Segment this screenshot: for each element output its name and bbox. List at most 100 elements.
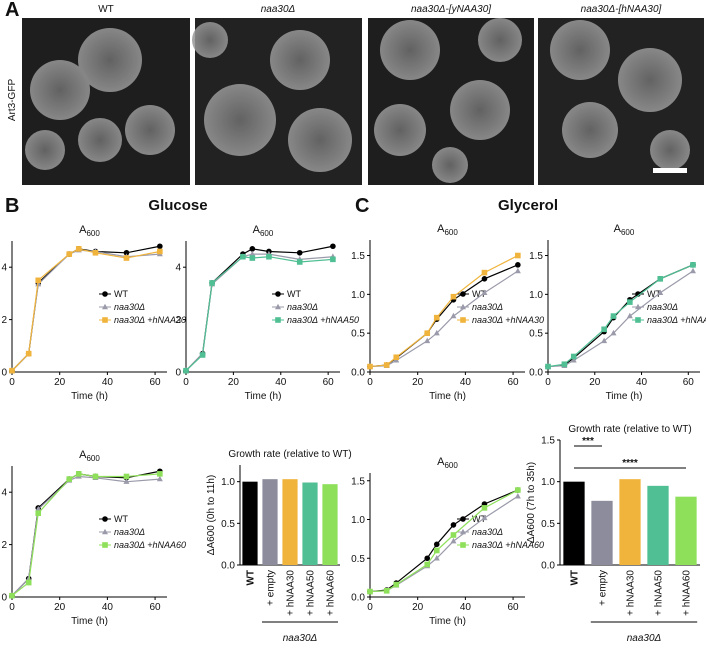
point bbox=[481, 514, 488, 521]
x-axis-label: Time (h) bbox=[245, 391, 282, 402]
panel-label: C bbox=[355, 195, 369, 217]
point bbox=[25, 350, 32, 357]
y-tick-label: 2 bbox=[175, 315, 181, 326]
bar bbox=[302, 482, 318, 565]
chart-title: A600 bbox=[253, 224, 274, 238]
x-axis-label: Time (h) bbox=[71, 616, 108, 627]
y-tick-label: 1.0 bbox=[541, 477, 555, 488]
title-subscript: 600 bbox=[86, 229, 100, 238]
point bbox=[433, 554, 440, 561]
point bbox=[249, 246, 256, 252]
x-tick-label: + hNAA60 bbox=[682, 570, 693, 616]
point bbox=[123, 473, 130, 480]
point bbox=[240, 253, 246, 260]
x-axis-label: Time (h) bbox=[71, 391, 108, 402]
x-tick-label: WT bbox=[246, 570, 257, 586]
title-text: A bbox=[253, 224, 261, 236]
bar bbox=[647, 485, 669, 565]
legend-label: naa30Δ +hNAA50 bbox=[287, 315, 359, 325]
point bbox=[199, 352, 206, 358]
point bbox=[514, 492, 521, 499]
point bbox=[35, 505, 42, 512]
legend-label: naa30Δ bbox=[114, 302, 145, 312]
x-tick-label: 20 bbox=[412, 377, 424, 388]
point bbox=[35, 277, 42, 284]
y-tick-label: 0.0 bbox=[541, 561, 555, 572]
bar bbox=[322, 484, 338, 565]
point bbox=[657, 289, 664, 295]
y-tick-label: 0 bbox=[175, 368, 181, 379]
chart-title: A600 bbox=[79, 449, 100, 463]
point bbox=[424, 555, 431, 562]
point bbox=[157, 248, 163, 255]
point bbox=[35, 510, 42, 516]
x-tick-label: 60 bbox=[683, 377, 695, 388]
image-label: naa30Δ-[hNAA30] bbox=[581, 4, 662, 15]
point bbox=[433, 547, 440, 554]
y-tick-label: 2 bbox=[1, 315, 7, 326]
y-tick-label: 2 bbox=[1, 540, 7, 551]
point bbox=[393, 581, 400, 588]
point bbox=[183, 367, 189, 374]
group-label: naa30Δ bbox=[627, 633, 662, 644]
y-tick-label: 0.5 bbox=[351, 554, 365, 565]
title-text: A bbox=[79, 224, 87, 236]
point bbox=[690, 262, 696, 268]
point bbox=[450, 312, 457, 319]
legend-label: naa30Δ bbox=[287, 302, 318, 312]
point bbox=[601, 326, 607, 333]
image-label: naa30Δ bbox=[261, 4, 296, 15]
x-tick-label: 0 bbox=[9, 602, 15, 613]
x-tick-label: 0 bbox=[183, 377, 189, 388]
title-subscript: 600 bbox=[444, 461, 458, 470]
point bbox=[450, 522, 457, 528]
x-tick-label: 60 bbox=[150, 377, 162, 388]
series-line bbox=[11, 248, 160, 372]
y-tick-label: 1.5 bbox=[351, 251, 365, 262]
title-subscript: 600 bbox=[621, 228, 635, 237]
y-tick-label: 1.0 bbox=[529, 290, 543, 301]
point bbox=[433, 329, 440, 336]
point bbox=[25, 579, 32, 586]
point bbox=[25, 575, 32, 581]
y-tick-label: 4 bbox=[1, 488, 7, 499]
point bbox=[367, 363, 373, 370]
y-tick-label: 0.5 bbox=[351, 329, 365, 340]
x-tick-label: + hNAA30 bbox=[626, 570, 637, 616]
point bbox=[266, 253, 272, 260]
x-tick-label: 40 bbox=[102, 602, 114, 613]
point bbox=[123, 255, 130, 261]
title-text: A bbox=[79, 449, 87, 461]
point bbox=[66, 476, 73, 482]
x-tick-label: 20 bbox=[228, 377, 240, 388]
y-tick-label: 4 bbox=[175, 263, 181, 274]
y-tick-label: 0.0 bbox=[351, 368, 365, 379]
title-text: A bbox=[437, 456, 445, 468]
x-axis-label: Time (h) bbox=[429, 391, 466, 402]
legend-label: naa30Δ bbox=[647, 302, 678, 312]
section-title: Glycerol bbox=[498, 197, 558, 214]
legend-label: naa30Δ +hNAA30 bbox=[472, 315, 544, 325]
bar bbox=[591, 500, 613, 565]
point bbox=[66, 251, 73, 257]
bar bbox=[242, 481, 258, 565]
title-subscript: 600 bbox=[260, 229, 274, 238]
x-tick-label: 60 bbox=[508, 377, 520, 388]
x-tick-label: + hNAA30 bbox=[286, 570, 297, 616]
y-tick-label: 4 bbox=[1, 263, 7, 274]
y-tick-label: 0 bbox=[1, 368, 7, 379]
legend-marker bbox=[102, 528, 108, 535]
point bbox=[123, 249, 130, 256]
bar bbox=[282, 479, 298, 565]
x-tick-label: 60 bbox=[150, 602, 162, 613]
legend-marker bbox=[460, 303, 466, 310]
x-tick-label: 20 bbox=[54, 602, 66, 613]
legend-label: naa30Δ bbox=[472, 302, 503, 312]
legend-marker bbox=[460, 528, 466, 535]
y-tick-label: 0 bbox=[1, 593, 7, 604]
point bbox=[450, 293, 457, 300]
point bbox=[249, 250, 256, 257]
panel-label: B bbox=[5, 195, 19, 217]
point bbox=[156, 475, 163, 482]
